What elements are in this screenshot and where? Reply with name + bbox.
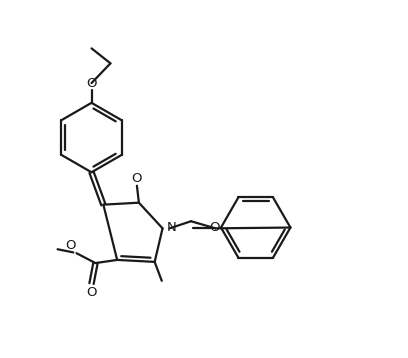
Text: O: O [86, 77, 97, 90]
Text: O: O [210, 221, 220, 234]
Text: O: O [65, 240, 75, 252]
Text: O: O [132, 172, 142, 185]
Text: N: N [166, 221, 176, 234]
Text: O: O [86, 286, 97, 299]
